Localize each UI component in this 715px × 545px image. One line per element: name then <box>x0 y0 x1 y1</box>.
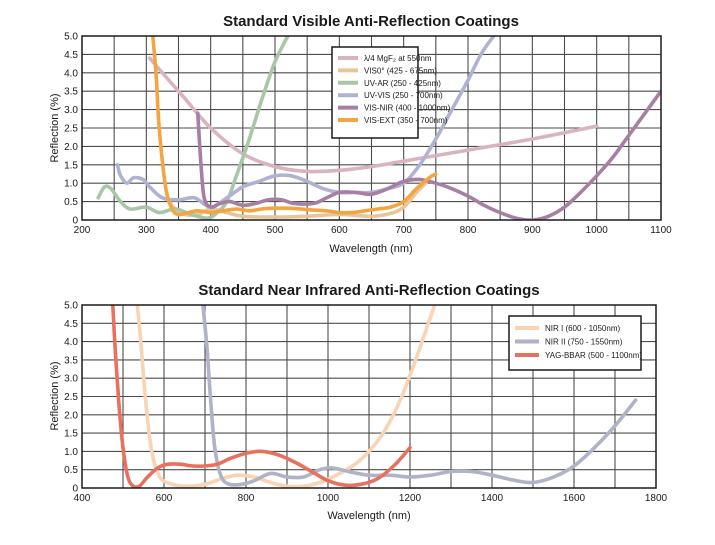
chart-nir-xtick-label: 800 <box>238 493 255 504</box>
chart-nir-xtick-label: 400 <box>74 493 91 504</box>
chart-nir-xtick-label: 1000 <box>317 493 340 504</box>
chart-visible-xtick-label: 600 <box>331 225 348 236</box>
chart-visible-ytick-label: 0.5 <box>64 197 78 208</box>
chart-nir-ytick-label: 2.5 <box>64 392 78 403</box>
chart-visible-legend-label: VIS0° (425 - 675nm) <box>364 66 437 75</box>
chart-nir-ytick-label: 5.0 <box>64 301 78 312</box>
chart-visible-legend: λ/4 MgF₂ at 550nm VIS0° (425 - 675nm) UV-A… <box>331 46 451 139</box>
chart-visible-series-vis-nir-400-1000nm <box>196 89 661 220</box>
chart-visible-series-uv-vis-250-700nm <box>115 36 496 209</box>
chart-nir-legend-label: NIR II (750 - 1550nm) <box>545 338 623 347</box>
chart-visible-xlabel: Wavelength (nm) <box>329 243 412 255</box>
chart-visible-legend-label: VIS-EXT (350 - 700nm) <box>364 116 448 125</box>
chart-visible-legend-label: VIS-NIR (400 - 1000nm) <box>364 104 451 113</box>
chart-nir-xlabel: Wavelength (nm) <box>327 510 410 522</box>
chart-visible-series-4-mgf-at-550nm <box>147 56 599 174</box>
chart-nir-series-nir-ii-750-1550nm <box>201 305 638 487</box>
chart-nir-xtick-label: 1400 <box>481 493 504 504</box>
chart-nir-xtick-label: 1600 <box>563 493 586 504</box>
chart-nir-ytick-label: 2.0 <box>64 410 78 421</box>
chart-visible-legend-label: UV-VIS (250 - 700nm) <box>364 91 443 100</box>
chart-visible-ytick-label: 3.5 <box>64 87 78 98</box>
chart-visible-ytick-label: 1.0 <box>64 179 78 190</box>
chart-visible-xtick-label: 500 <box>267 225 284 236</box>
chart-visible-ytick-label: 3.0 <box>64 105 78 116</box>
chart-visible-ticks: 200 300 400 500 600 700 800 900 1000 1100 0 0.5 1.0 1… <box>64 32 672 237</box>
chart-visible-series-vis-ext-350-700nm <box>151 36 438 217</box>
chart-nir-xtick-label: 1200 <box>399 493 422 504</box>
chart-visible-xtick-label: 700 <box>395 225 412 236</box>
chart-visible-legend-label: UV-AR (250 - 425nm) <box>364 79 441 88</box>
chart-visible-legend-label: λ/4 MgF₂ at 550nm <box>364 54 432 63</box>
chart-visible-xtick-label: 400 <box>202 225 219 236</box>
chart-nir: Standard Near Infrared Anti-Reflection C… <box>49 282 668 522</box>
chart-nir-ytick-label: 4.0 <box>64 337 78 348</box>
chart-nir-series-nir-i-600-1050nm <box>135 305 437 488</box>
chart-visible-xtick-label: 1100 <box>650 225 672 236</box>
chart-nir-ytick-label: 3.5 <box>64 355 78 366</box>
chart-visible-xtick-label: 900 <box>524 225 541 236</box>
chart-visible-ytick-label: 2.0 <box>64 142 78 153</box>
chart-nir-xtick-label: 1800 <box>645 493 668 504</box>
chart-nir-ticks: 400 600 800 1000 1200 1400 1600 1800 0 0.5 1.0 1.5 2… <box>64 301 667 505</box>
chart-visible-ytick-label: 4.0 <box>64 68 78 79</box>
chart-nir-ylabel: Reflection (%) <box>49 361 61 430</box>
chart-visible-ylabel: Reflection (%) <box>49 93 61 162</box>
chart-nir-legend: NIR I (600 - 1050nm) NIR II (750 - 1550nm… <box>508 315 642 371</box>
chart-nir-ytick-label: 4.5 <box>64 319 78 330</box>
chart-nir-title: Standard Near Infrared Anti-Reflection C… <box>198 282 539 299</box>
chart-visible-series-uv-ar-250-425nm <box>96 36 290 220</box>
chart-visible-frame <box>81 35 662 221</box>
chart-visible-xtick-label: 800 <box>460 225 477 236</box>
chart-visible-ytick-label: 5.0 <box>64 32 78 43</box>
chart-nir-series <box>111 305 638 488</box>
chart-nir-ytick-label: 3.0 <box>64 374 78 385</box>
chart-visible-title: Standard Visible Anti-Reflection Coating… <box>223 13 519 30</box>
chart-nir-ytick-label: 1.5 <box>64 429 78 440</box>
chart-nir-xtick-label: 600 <box>156 493 173 504</box>
chart-visible-xtick-label: 300 <box>138 225 155 236</box>
chart-visible-ytick-label: 0 <box>72 216 78 227</box>
chart-nir-ytick-label: 0 <box>72 484 78 495</box>
chart-nir-ytick-label: 0.5 <box>64 465 78 476</box>
chart-visible-series <box>96 36 661 220</box>
chart-nir-legend-label: YAG-BBAR (500 - 1100nm) <box>545 351 642 360</box>
chart-visible-ytick-label: 2.5 <box>64 124 78 135</box>
chart-visible-xtick-label: 200 <box>74 225 91 236</box>
chart-visible-legend-box <box>331 46 419 139</box>
chart-nir-frame <box>81 304 657 489</box>
chart-nir-ytick-label: 1.0 <box>64 447 78 458</box>
chart-visible-ytick-label: 1.5 <box>64 160 78 171</box>
chart-nir-legend-label: NIR I (600 - 1050nm) <box>545 324 620 333</box>
chart-visible-xtick-label: 1000 <box>586 225 609 236</box>
chart-visible-ytick-label: 4.5 <box>64 50 78 61</box>
chart-visible: Standard Visible Anti-Reflection Coating… <box>49 13 672 255</box>
chart-nir-series-yag-bbar-500-1100nm <box>111 305 412 488</box>
